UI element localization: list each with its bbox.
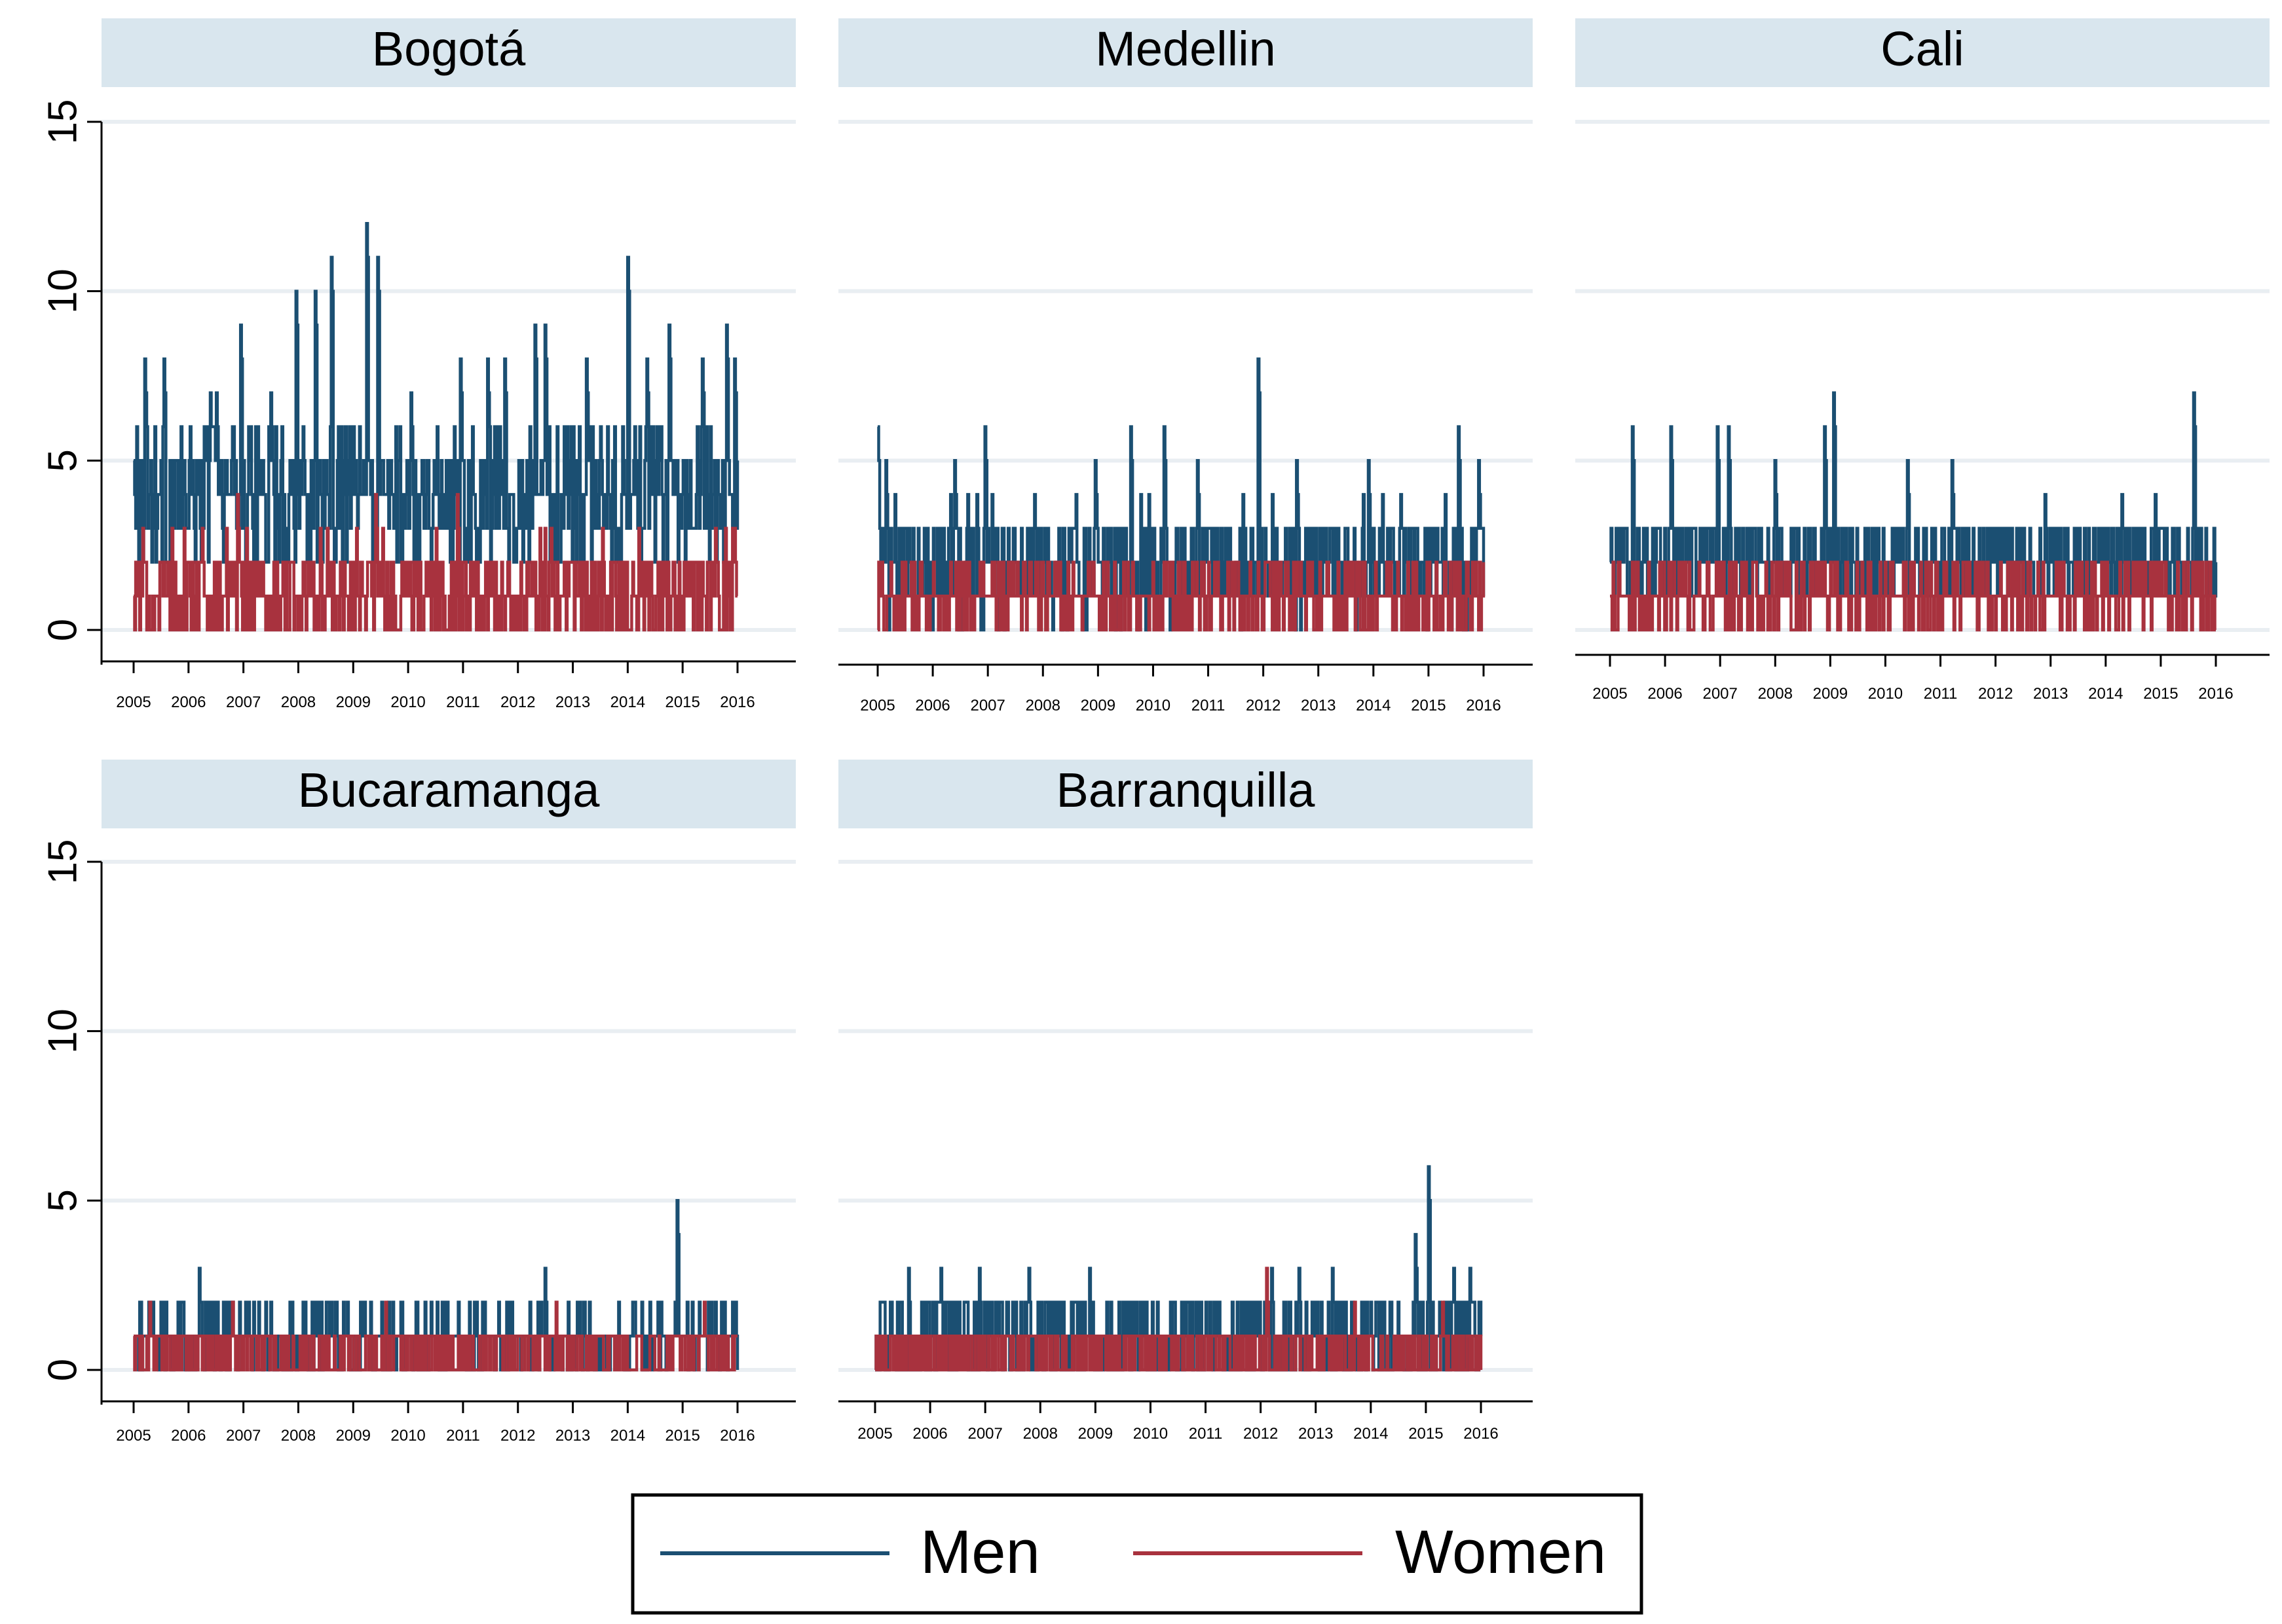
x-tick-label: 2005 bbox=[860, 697, 895, 714]
x-tick-label: 2009 bbox=[1081, 697, 1115, 714]
x-tick-label: 2012 bbox=[500, 693, 535, 711]
x-tick-label: 2010 bbox=[390, 1427, 425, 1445]
series-line-women bbox=[1610, 561, 2217, 632]
panel-barranquilla: Barranquilla 2005 2006 2007 2008 2009 2010 2011… bbox=[838, 760, 1533, 1443]
x-tick-label: 2006 bbox=[171, 1427, 206, 1445]
x-tick-label: 2006 bbox=[915, 697, 950, 714]
x-tick-label: 2010 bbox=[1136, 697, 1170, 714]
x-tick-label: 2007 bbox=[967, 1425, 1002, 1443]
x-tick-label: 2005 bbox=[1592, 685, 1627, 703]
panel-title: Bucaramanga bbox=[298, 763, 601, 817]
x-tick-label: 2006 bbox=[171, 693, 206, 711]
legend-label-women: Women bbox=[1395, 1517, 1606, 1586]
x-tick-label: 2016 bbox=[2198, 685, 2233, 703]
x-tick-label: 2009 bbox=[1078, 1425, 1113, 1443]
panel-title: Bogotá bbox=[372, 22, 526, 76]
panel-medellin: Medellin 2005 2006 2007 2008 2009 2010 2011 2012… bbox=[838, 18, 1533, 714]
panel-strip bbox=[102, 18, 796, 87]
panel-strip bbox=[1575, 18, 2270, 87]
panel-cali: Cali 2005 2006 2007 2008 2009 2010 2011 2012 2013… bbox=[1575, 18, 2270, 703]
x-tick-label: 2015 bbox=[1408, 1425, 1443, 1443]
x-tick-label: 2015 bbox=[665, 1427, 700, 1445]
series-line-women bbox=[133, 492, 738, 632]
x-tick-label: 2006 bbox=[912, 1425, 947, 1443]
panel-strip bbox=[102, 760, 796, 828]
x-tick-label: 2014 bbox=[610, 1427, 645, 1445]
x-tick-label: 2010 bbox=[390, 693, 425, 711]
x-tick-label: 2013 bbox=[555, 693, 590, 711]
y-tick-label: 0 bbox=[40, 1359, 85, 1381]
x-tick-label: 2011 bbox=[446, 1427, 480, 1445]
x-tick-label: 2009 bbox=[336, 693, 371, 711]
x-tick-label: 2010 bbox=[1133, 1425, 1168, 1443]
x-tick-label: 2011 bbox=[1191, 697, 1225, 714]
y-tick-label: 5 bbox=[40, 449, 85, 471]
panel-bucaramanga: Bucaramanga 0 5 10 15 2005 2006 2007 2008 2009 201… bbox=[40, 760, 796, 1445]
x-tick-label: 2013 bbox=[1301, 697, 1336, 714]
x-tick-label: 2016 bbox=[1463, 1425, 1498, 1443]
x-tick-label: 2005 bbox=[116, 1427, 151, 1445]
panel-title: Medellin bbox=[1095, 22, 1276, 76]
x-tick-label: 2008 bbox=[281, 1427, 316, 1445]
x-tick-label: 2016 bbox=[720, 693, 755, 711]
x-tick-label: 2015 bbox=[665, 693, 700, 711]
legend: Men Women bbox=[631, 1493, 1643, 1615]
x-tick-label: 2011 bbox=[446, 693, 480, 711]
x-tick-label: 2012 bbox=[500, 1427, 535, 1445]
panel-strip bbox=[838, 18, 1533, 87]
x-tick-label: 2014 bbox=[1356, 697, 1391, 714]
x-tick-label: 2005 bbox=[116, 693, 151, 711]
panel-bogotá: Bogotá 0 5 10 15 2005 2006 2007 2008 2009 2010 2011… bbox=[40, 18, 796, 711]
x-tick-label: 2007 bbox=[970, 697, 1005, 714]
x-tick-label: 2015 bbox=[2143, 685, 2178, 703]
x-tick-label: 2007 bbox=[226, 693, 261, 711]
x-tick-label: 2014 bbox=[1353, 1425, 1388, 1443]
x-tick-label: 2015 bbox=[1411, 697, 1446, 714]
series-line-men bbox=[1609, 391, 2218, 598]
x-tick-label: 2014 bbox=[610, 693, 645, 711]
x-tick-label: 2011 bbox=[1924, 685, 1958, 703]
x-tick-label: 2010 bbox=[1868, 685, 1903, 703]
x-tick-label: 2012 bbox=[1978, 685, 2013, 703]
x-tick-label: 2016 bbox=[720, 1427, 755, 1445]
x-tick-label: 2005 bbox=[857, 1425, 892, 1443]
x-tick-label: 2014 bbox=[2088, 685, 2123, 703]
x-tick-label: 2013 bbox=[555, 1427, 590, 1445]
x-tick-label: 2008 bbox=[281, 693, 316, 711]
x-tick-label: 2011 bbox=[1189, 1425, 1223, 1443]
series-line-men bbox=[877, 357, 1486, 632]
panel-title: Cali bbox=[1880, 22, 1964, 76]
x-tick-label: 2009 bbox=[336, 1427, 371, 1445]
x-tick-label: 2008 bbox=[1758, 685, 1793, 703]
x-tick-label: 2007 bbox=[226, 1427, 261, 1445]
x-tick-label: 2012 bbox=[1243, 1425, 1278, 1443]
x-tick-label: 2013 bbox=[1298, 1425, 1333, 1443]
y-tick-label: 5 bbox=[40, 1189, 85, 1211]
y-tick-label: 10 bbox=[40, 1008, 85, 1054]
x-tick-label: 2008 bbox=[1023, 1425, 1058, 1443]
y-tick-label: 0 bbox=[40, 619, 85, 641]
series-line-women bbox=[874, 1266, 1483, 1372]
y-tick-label: 15 bbox=[40, 840, 85, 885]
x-tick-label: 2006 bbox=[1647, 685, 1682, 703]
panel-title: Barranquilla bbox=[1057, 763, 1316, 817]
series-line-women bbox=[133, 1301, 738, 1372]
x-tick-label: 2013 bbox=[2033, 685, 2068, 703]
series-line-women bbox=[877, 561, 1486, 632]
x-tick-label: 2012 bbox=[1246, 697, 1281, 714]
x-tick-label: 2008 bbox=[1026, 697, 1060, 714]
legend-label-men: Men bbox=[920, 1517, 1040, 1586]
x-tick-label: 2007 bbox=[1702, 685, 1737, 703]
x-tick-label: 2016 bbox=[1466, 697, 1501, 714]
y-tick-label: 10 bbox=[40, 268, 85, 314]
y-tick-label: 15 bbox=[40, 100, 85, 145]
x-tick-label: 2009 bbox=[1813, 685, 1848, 703]
series-line-men bbox=[133, 221, 739, 564]
panel-strip bbox=[838, 760, 1533, 828]
